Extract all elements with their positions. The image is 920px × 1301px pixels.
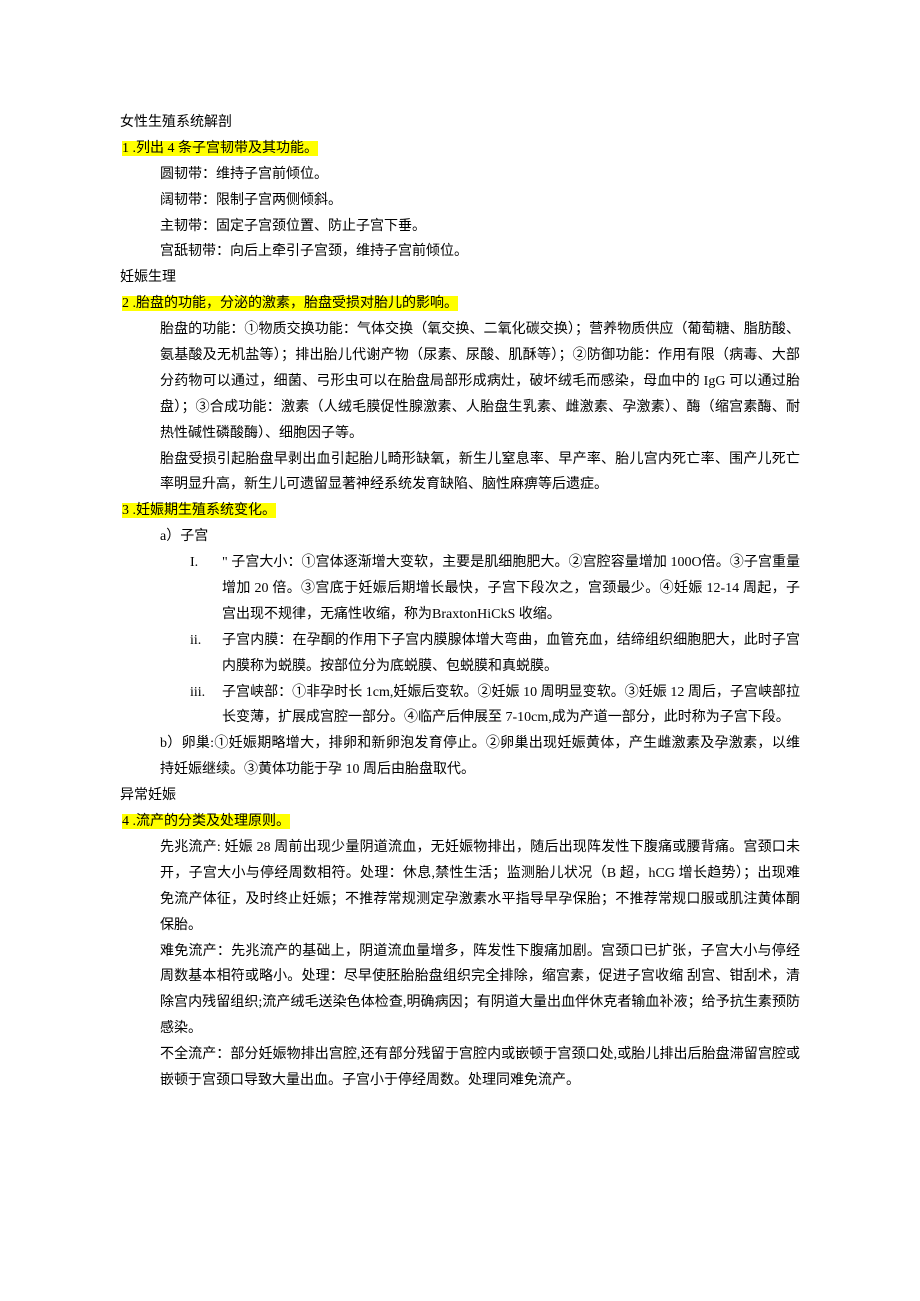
q4-paragraph-3: 不全流产：部分妊娠物排出宫腔,还有部分残留于宫腔内或嵌顿于宫颈口处,或胎儿排出后…: [120, 1042, 800, 1094]
q3-i-label: I.: [190, 550, 222, 628]
q3-iii-body: 子宫峡部：①非孕时长 1cm,妊娠后变软。②妊娠 10 周明显变软。③妊娠 12…: [222, 680, 800, 732]
q3-ii-label: ii.: [190, 628, 222, 680]
q2-paragraph-1: 胎盘的功能：①物质交换功能：气体交换（氧交换、二氧化碳交换）；营养物质供应（葡萄…: [120, 317, 800, 446]
q1-hl: 1 .列出 4 条子宫韧带及其功能。: [122, 141, 318, 156]
q3-item-i: I. " 子宫大小：①宫体逐渐增大变软，主要是肌细胞肥大。②宫腔容量增加 100…: [120, 550, 800, 628]
q4-hl: 4 .流产的分类及处理原则。: [122, 814, 290, 829]
section-title-physiology: 妊娠生理: [120, 265, 800, 291]
q1-answer-1: 圆韧带：维持子宫前倾位。: [120, 162, 800, 188]
q3-iii-label: iii.: [190, 680, 222, 732]
q3-b: b）卵巢:①妊娠期略增大，排卵和新卵泡发育停止。②卵巢出现妊娠黄体，产生雌激素及…: [120, 731, 800, 783]
q3-item-ii: ii. 子宫内膜：在孕酮的作用下子宫内膜腺体增大弯曲，血管充血，结缔组织细胞肥大…: [120, 628, 800, 680]
q4-paragraph-2: 难免流产：先兆流产的基础上，阴道流血量增多，阵发性下腹痛加剧。宫颈口已扩张，子宫…: [120, 939, 800, 1043]
section-title-abnormal: 异常妊娠: [120, 783, 800, 809]
q3-hl: 3 .妊娠期生殖系统变化。: [122, 503, 276, 518]
question-2: 2 .胎盘的功能，分泌的激素，胎盘受损对胎儿的影响。: [120, 291, 800, 317]
q3-a-label: a）子宫: [120, 524, 800, 550]
q1-answer-2: 阔韧带：限制子宫两侧倾斜。: [120, 188, 800, 214]
q1-answer-4: 宫舐韧带：向后上牵引子宫颈，维持子宫前倾位。: [120, 239, 800, 265]
question-1: 1 .列出 4 条子宫韧带及其功能。: [120, 136, 800, 162]
q2-paragraph-2: 胎盘受损引起胎盘早剥出血引起胎儿畸形缺氧，新生儿窒息率、早产率、胎儿宫内死亡率、…: [120, 447, 800, 499]
question-4: 4 .流产的分类及处理原则。: [120, 809, 800, 835]
q3-item-iii: iii. 子宫峡部：①非孕时长 1cm,妊娠后变软。②妊娠 10 周明显变软。③…: [120, 680, 800, 732]
q1-answer-3: 主韧带：固定子宫颈位置、防止子宫下垂。: [120, 214, 800, 240]
q3-i-body: " 子宫大小：①宫体逐渐增大变软，主要是肌细胞肥大。②宫腔容量增加 100O倍。…: [222, 550, 800, 628]
q4-paragraph-1: 先兆流产: 妊娠 28 周前出现少量阴道流血，无妊娠物排出，随后出现阵发性下腹痛…: [120, 835, 800, 939]
question-3: 3 .妊娠期生殖系统变化。: [120, 498, 800, 524]
q3-ii-body: 子宫内膜：在孕酮的作用下子宫内膜腺体增大弯曲，血管充血，结缔组织细胞肥大，此时子…: [222, 628, 800, 680]
section-title-anatomy: 女性生殖系统解剖: [120, 110, 800, 136]
q2-hl: 2 .胎盘的功能，分泌的激素，胎盘受损对胎儿的影响。: [122, 296, 458, 311]
